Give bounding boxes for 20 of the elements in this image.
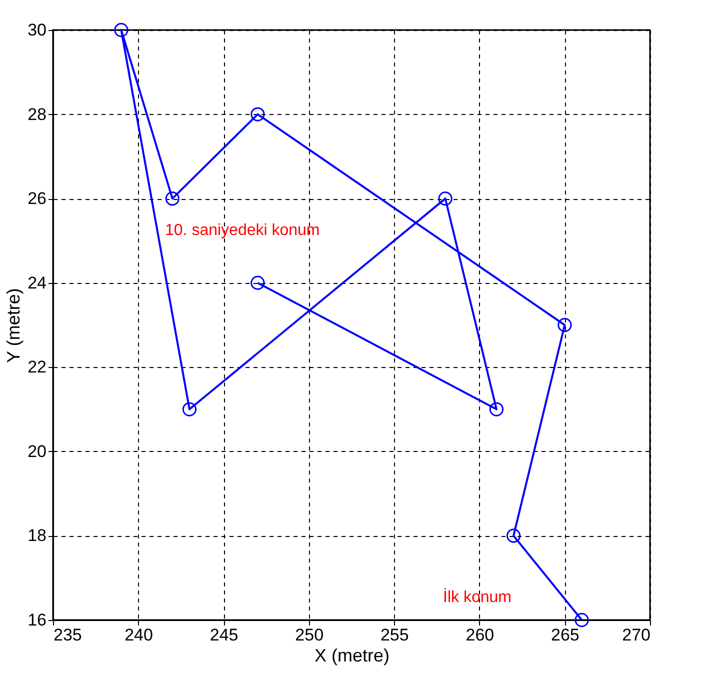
annotation: 10. saniyedeki konum bbox=[165, 222, 320, 239]
x-tick-label: 245 bbox=[210, 626, 238, 644]
y-tick-label: 28 bbox=[28, 104, 46, 124]
x-tick-label: 250 bbox=[295, 626, 324, 644]
y-tick-label: 20 bbox=[28, 442, 46, 461]
x-axis-title: X (metre) bbox=[314, 646, 390, 666]
x-tick-label: 265 bbox=[551, 626, 580, 644]
x-tick-label: 240 bbox=[124, 626, 153, 644]
x-tick-label: 235 bbox=[54, 626, 82, 644]
x-tick-label: 255 bbox=[380, 626, 409, 644]
y-tick-label: 26 bbox=[28, 189, 46, 208]
y-tick-label: 24 bbox=[28, 273, 46, 292]
y-tick-label: 22 bbox=[28, 358, 46, 377]
annotation: İlk konum bbox=[443, 588, 512, 606]
y-tick-label: 18 bbox=[28, 526, 46, 546]
y-axis-title: Y (metre) bbox=[4, 288, 24, 363]
y-tick-label: 30 bbox=[28, 20, 46, 40]
y-tick-label: 16 bbox=[28, 610, 46, 630]
x-tick-label: 260 bbox=[466, 626, 494, 644]
x-tick-label: 270 bbox=[622, 626, 650, 644]
